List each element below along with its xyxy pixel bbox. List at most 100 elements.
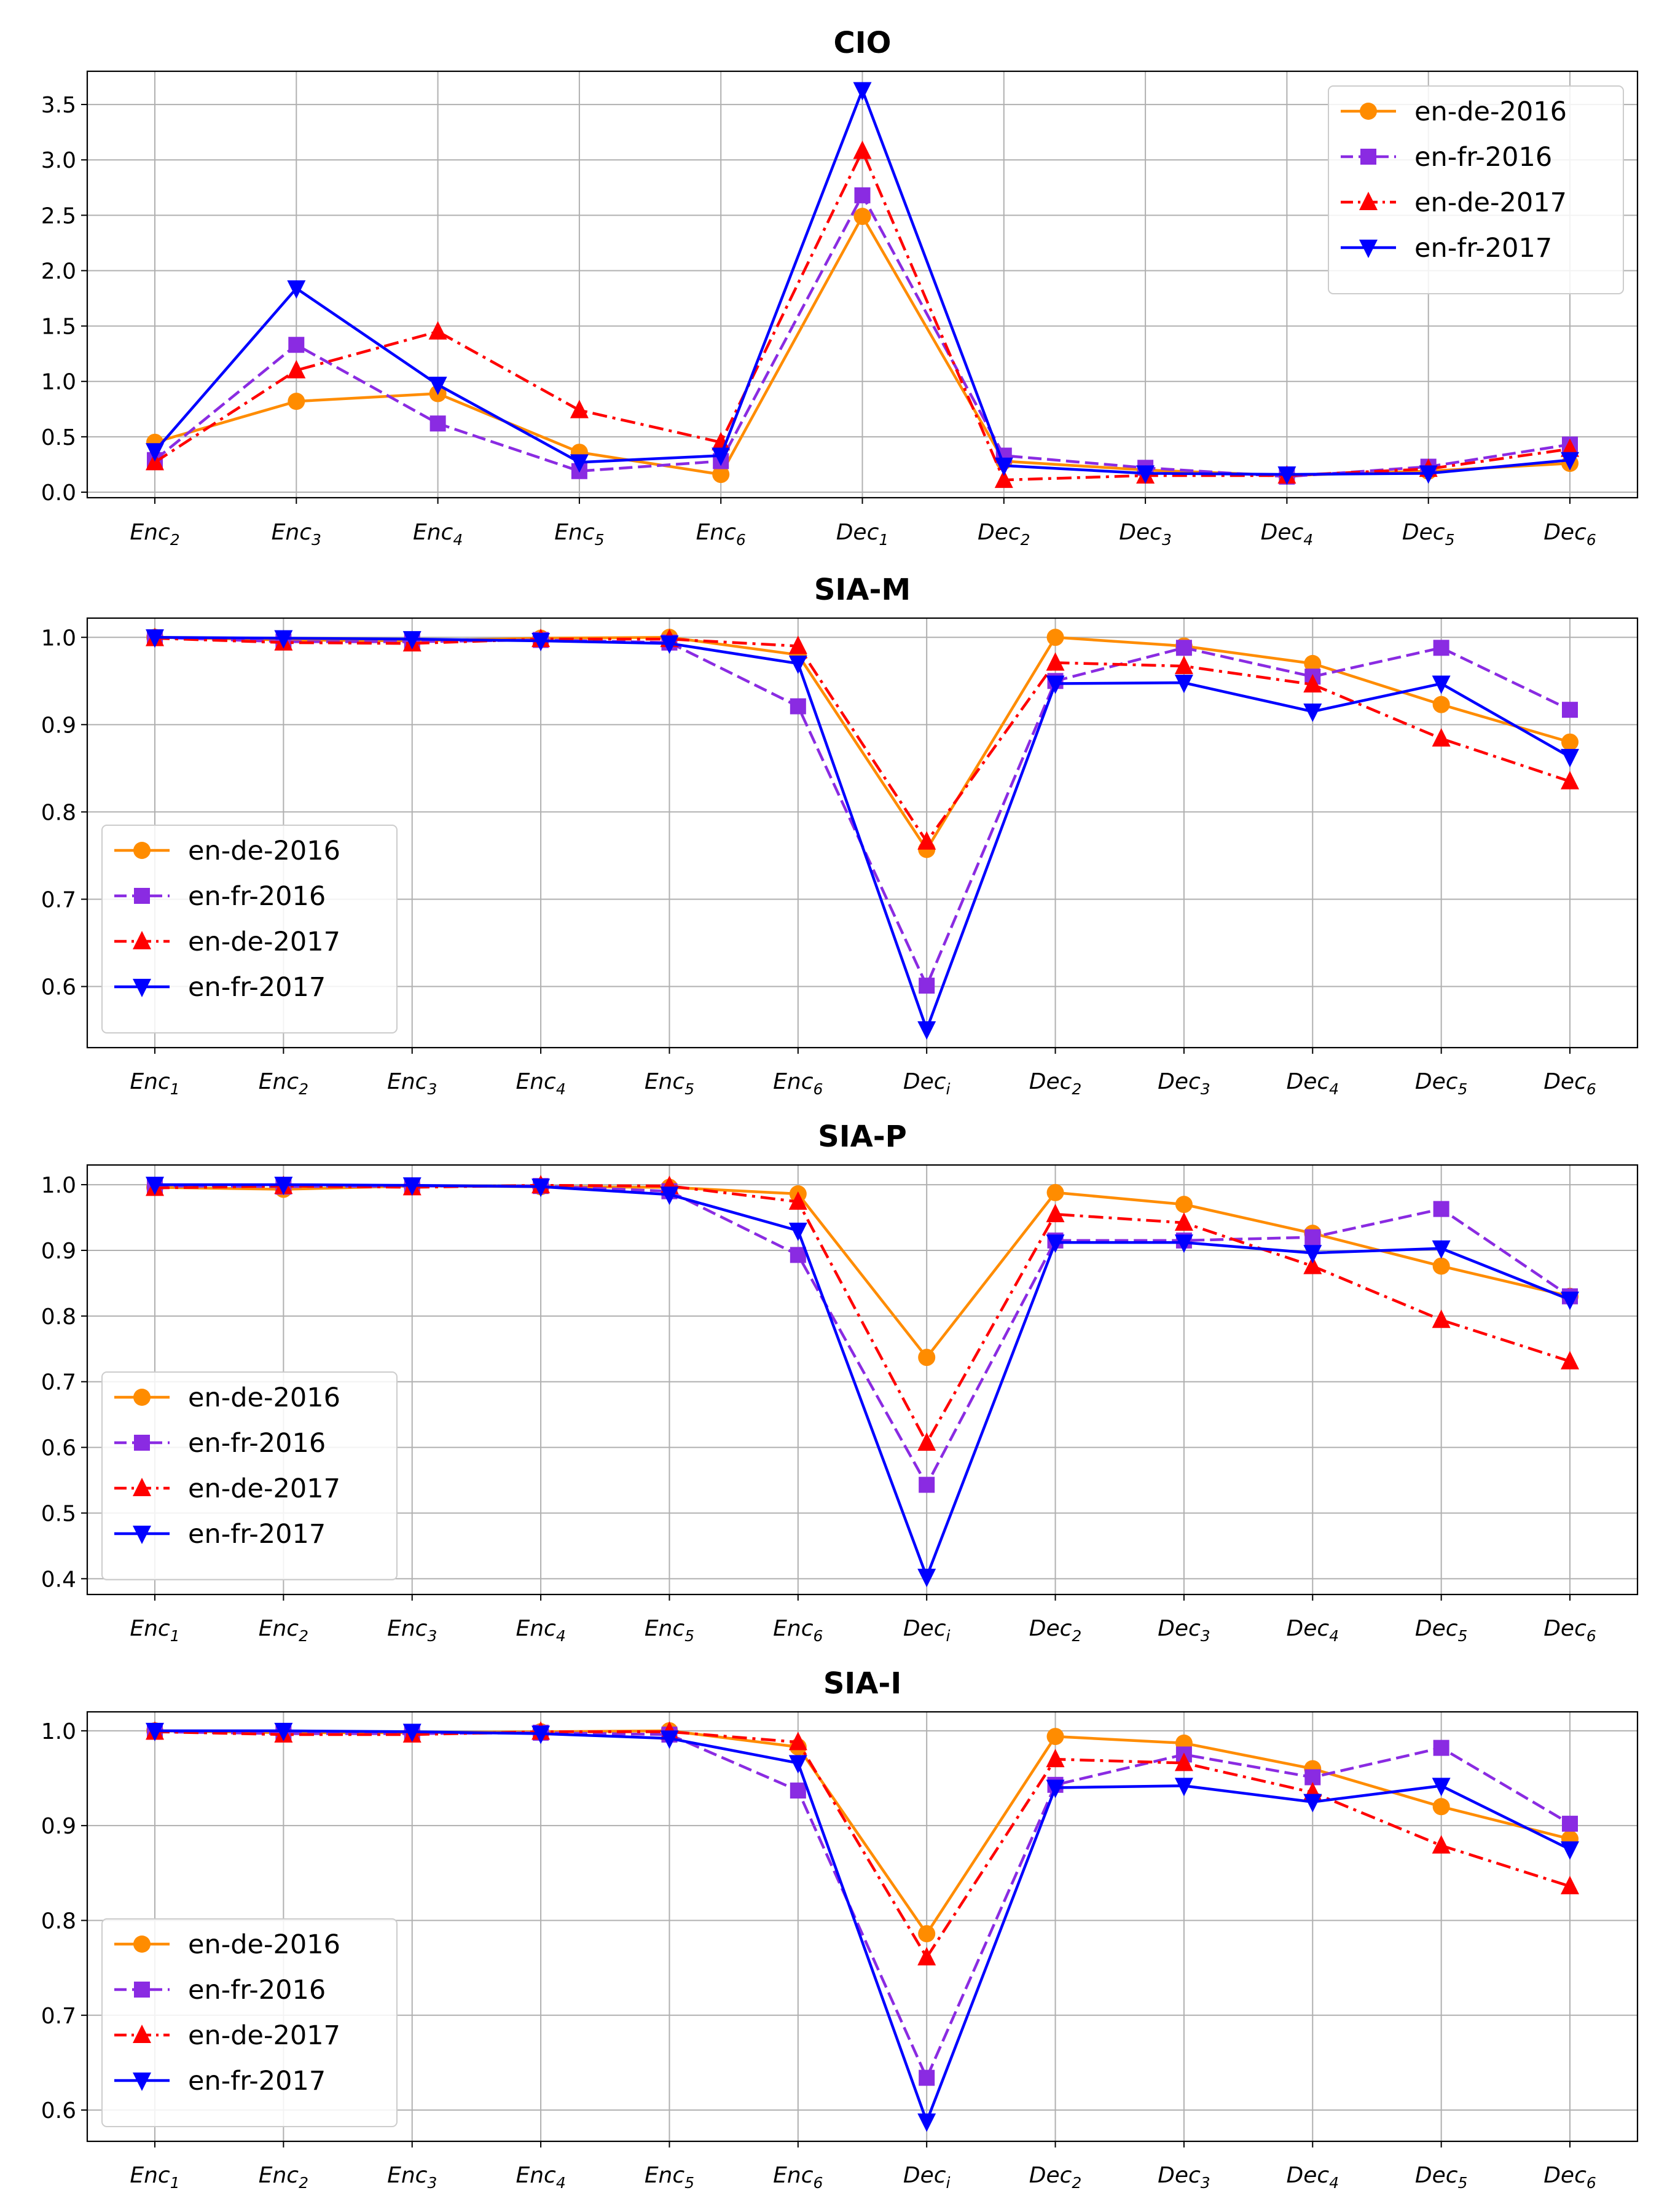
y-tick-label: 1.0 xyxy=(41,1719,76,1744)
x-tick-subscript: 3 xyxy=(1201,2174,1210,2192)
data-point xyxy=(1136,465,1155,484)
x-tick-subscript: 4 xyxy=(453,531,463,549)
x-tick-base: Enc xyxy=(516,1069,556,1094)
legend-marker xyxy=(1359,240,1378,258)
y-tick-label: 0.7 xyxy=(41,1370,76,1395)
legend-label: en-de-2017 xyxy=(1414,187,1567,218)
data-point xyxy=(288,393,305,410)
y-tick-label: 2.5 xyxy=(41,203,76,229)
series-line xyxy=(154,1183,1571,1445)
x-tick-base: Dec xyxy=(1158,1069,1201,1094)
x-tick-label: Dec4 xyxy=(1286,1069,1339,1098)
x-tick-base: Enc xyxy=(130,2163,170,2188)
x-tick-label: Enc2 xyxy=(259,1069,308,1098)
series-line xyxy=(155,1729,1571,2123)
legend-marker xyxy=(1359,192,1378,210)
x-tick-subscript: 4 xyxy=(1329,1627,1339,1645)
x-tick-subscript: 4 xyxy=(1303,531,1313,549)
chart-title: CIO xyxy=(834,26,892,60)
data-point xyxy=(1277,466,1296,485)
data-point xyxy=(1561,1351,1579,1370)
data-point xyxy=(788,1732,807,1751)
data-point xyxy=(1433,1201,1449,1217)
x-tick-subscript: 5 xyxy=(1458,1627,1468,1645)
legend-box xyxy=(101,1371,398,1580)
x-tick-label: Dec5 xyxy=(1415,1616,1468,1645)
y-tick-label: 0.8 xyxy=(41,1908,76,1934)
data-point xyxy=(1174,1752,1193,1771)
legend-label: en-fr-2016 xyxy=(1414,142,1552,173)
x-tick-subscript: i xyxy=(946,1080,951,1098)
x-tick-label: Dec1 xyxy=(836,520,889,549)
data-point xyxy=(1432,1798,1450,1816)
y-tick-label: 0.9 xyxy=(41,1239,76,1264)
data-point xyxy=(918,1925,936,1943)
x-tick-label: Enc1 xyxy=(130,2163,179,2192)
x-tick-base: Enc xyxy=(645,1616,685,1641)
x-tick-label: Dec3 xyxy=(1158,1616,1210,1645)
data-point xyxy=(1304,654,1322,672)
data-point xyxy=(570,399,589,418)
x-tick-label: Dec2 xyxy=(1029,1069,1082,1098)
data-point xyxy=(1432,696,1450,713)
series-en-de-2017 xyxy=(146,627,1579,850)
x-tick-label: Dec6 xyxy=(1543,1616,1596,1645)
data-point xyxy=(1303,1255,1322,1274)
x-tick-subscript: 4 xyxy=(556,2174,566,2192)
y-tick-label: 0.7 xyxy=(41,2004,76,2029)
y-tick-label: 0.6 xyxy=(41,1436,76,1461)
chart-title: SIA-I xyxy=(823,1666,901,1701)
data-point xyxy=(853,82,872,101)
data-point xyxy=(1432,1240,1451,1259)
legend-marker xyxy=(133,931,151,949)
legend-box xyxy=(101,825,398,1033)
x-tick-subscript: 3 xyxy=(427,1080,437,1098)
x-tick-subscript: 3 xyxy=(312,531,321,549)
x-tick-base: Enc xyxy=(516,1616,556,1641)
x-tick-subscript: 3 xyxy=(1162,531,1172,549)
x-tick-base: Dec xyxy=(1415,1069,1458,1094)
legend-label: en-de-2017 xyxy=(188,1473,340,1504)
data-point xyxy=(531,632,551,651)
x-tick-base: Enc xyxy=(387,1616,428,1641)
data-point xyxy=(1174,1234,1193,1253)
legend: en-de-2016 en-fr-2016 en-de-2017 en-fr-2017 xyxy=(101,1918,398,2127)
x-tick-base: Dec xyxy=(1119,520,1162,545)
x-tick-subscript: 1 xyxy=(170,2174,180,2192)
y-tick-label: 1.0 xyxy=(41,370,76,395)
y-tick-label: 3.5 xyxy=(41,93,76,118)
x-tick-base: Enc xyxy=(130,520,170,545)
x-tick-base: Enc xyxy=(516,2163,556,2188)
x-tick-base: Dec xyxy=(1261,520,1304,545)
data-point xyxy=(790,698,806,715)
data-point xyxy=(1561,452,1579,471)
x-tick-label: Dec6 xyxy=(1543,2163,1596,2192)
data-point xyxy=(146,1722,164,1741)
legend-label: en-de-2016 xyxy=(188,836,340,866)
legend-marker xyxy=(134,1435,150,1451)
data-point xyxy=(288,337,305,353)
x-tick-label: Enc3 xyxy=(387,1616,437,1645)
x-tick-label: Enc3 xyxy=(272,520,321,549)
legend-marker xyxy=(133,2025,151,2043)
x-tick-label: Dec5 xyxy=(1402,520,1455,549)
x-tick-base: Dec xyxy=(1543,1616,1586,1641)
x-tick-subscript: 2 xyxy=(1072,2174,1081,2192)
data-point xyxy=(428,321,447,340)
data-point xyxy=(712,466,730,484)
data-point xyxy=(1046,1234,1065,1253)
x-tick-label: Enc5 xyxy=(645,1069,694,1098)
x-tick-subscript: i xyxy=(946,2174,951,2192)
x-tick-subscript: 5 xyxy=(1445,531,1455,549)
data-point xyxy=(1561,771,1579,790)
legend-marker xyxy=(133,1526,151,1544)
x-tick-subscript: 2 xyxy=(1021,531,1030,549)
x-tick-base: Dec xyxy=(903,2163,946,2188)
data-point xyxy=(1046,652,1065,671)
data-point xyxy=(274,1177,293,1196)
data-point xyxy=(429,415,446,432)
x-tick-subscript: 5 xyxy=(1458,2174,1468,2192)
x-tick-base: Dec xyxy=(1286,2163,1329,2188)
data-point xyxy=(788,1755,807,1774)
